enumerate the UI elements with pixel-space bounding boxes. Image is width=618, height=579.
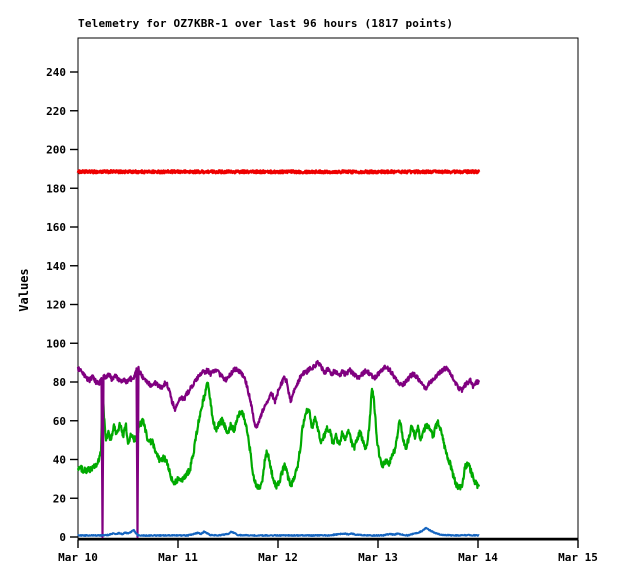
y-tick-label: 220	[46, 105, 66, 118]
plot-border	[77, 37, 579, 541]
x-tick-label: Mar 15	[558, 551, 598, 564]
y-tick-label: 160	[46, 221, 66, 234]
x-tick-label: Mar 11	[158, 551, 198, 564]
x-tick-label: Mar 14	[458, 551, 498, 564]
y-tick-label: 0	[59, 531, 66, 544]
x-tick-label: Mar 13	[358, 551, 398, 564]
series-blue-channel	[77, 526, 480, 537]
chart-title: Telemetry for OZ7KBR-1 over last 96 hour…	[78, 17, 454, 30]
series-purple-channel	[76, 359, 481, 539]
y-tick-label: 100	[46, 337, 66, 350]
series-red-channel	[76, 169, 481, 175]
y-tick-label: 60	[53, 415, 66, 428]
y-axis-title: Values	[17, 268, 31, 311]
data-series	[76, 169, 481, 539]
y-tick-label: 240	[46, 66, 66, 79]
y-tick-label: 180	[46, 182, 66, 195]
x-tick-label: Mar 10	[58, 551, 98, 564]
y-tick-label: 80	[53, 376, 66, 389]
y-tick-label: 120	[46, 299, 66, 312]
y-tick-label: 20	[53, 492, 66, 505]
axes: 0 20 40 60 80 100 120 140 160 180 200 220 240 Mar 10 M…	[46, 37, 598, 564]
y-tick-label: 140	[46, 260, 66, 273]
x-tick-label: Mar 12	[258, 551, 298, 564]
y-tick-label: 40	[53, 454, 66, 467]
series-green-channel	[76, 381, 481, 491]
y-tick-label: 200	[46, 144, 66, 157]
